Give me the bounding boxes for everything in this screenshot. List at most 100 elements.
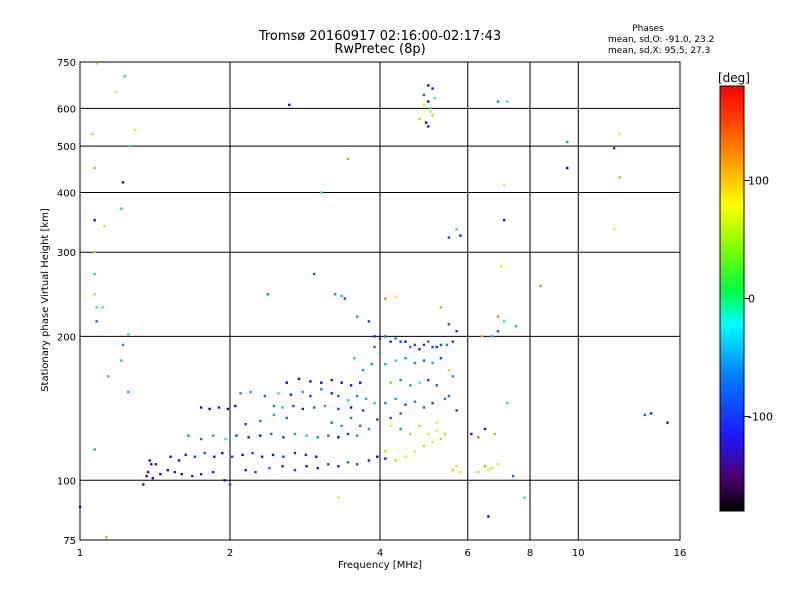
data-point xyxy=(422,359,426,362)
data-point xyxy=(502,320,506,323)
data-point xyxy=(422,406,426,409)
data-point xyxy=(93,251,96,254)
data-point xyxy=(260,455,264,458)
data-point xyxy=(505,100,509,103)
data-point xyxy=(459,470,462,474)
data-point xyxy=(337,496,340,499)
data-point xyxy=(312,272,316,276)
data-point xyxy=(293,432,297,436)
data-point xyxy=(361,368,365,372)
data-point xyxy=(208,407,211,411)
data-point xyxy=(270,432,273,436)
data-point xyxy=(309,394,312,398)
chart-subtitle: RwPretec (8p) xyxy=(334,42,425,57)
chart-title: Tromsø 20160917 02:16:00-02:17:43 xyxy=(258,29,501,44)
data-point xyxy=(483,427,487,431)
data-point xyxy=(427,125,430,128)
y-ticks: 75 100 200 300 400 500 600 750 xyxy=(57,58,76,547)
data-point xyxy=(409,384,412,387)
data-point xyxy=(128,144,132,148)
data-point xyxy=(409,345,412,349)
data-point xyxy=(427,84,430,87)
data-point xyxy=(333,293,337,296)
data-point xyxy=(340,381,343,384)
data-point xyxy=(470,432,473,436)
data-point xyxy=(323,404,327,408)
data-point xyxy=(643,413,647,417)
data-point xyxy=(349,384,353,387)
data-point xyxy=(422,103,426,107)
data-point xyxy=(443,432,447,436)
data-point xyxy=(389,424,392,428)
data-point xyxy=(431,441,434,444)
data-point xyxy=(493,432,497,436)
data-point xyxy=(394,459,397,462)
x-tick-label: 6 xyxy=(465,548,471,559)
data-point xyxy=(445,343,449,347)
data-point xyxy=(285,416,288,420)
data-point xyxy=(565,166,569,170)
data-point xyxy=(316,436,319,439)
data-point xyxy=(120,207,123,210)
data-point xyxy=(487,468,490,472)
data-point xyxy=(327,434,330,437)
data-point xyxy=(367,459,371,462)
data-point xyxy=(451,375,455,378)
data-point xyxy=(612,147,616,150)
data-point xyxy=(224,437,227,441)
data-point xyxy=(315,455,318,458)
data-point xyxy=(304,453,308,457)
data-point xyxy=(404,340,407,343)
data-point xyxy=(114,90,118,93)
data-point xyxy=(384,457,387,460)
data-point xyxy=(235,434,238,437)
data-point xyxy=(343,297,347,300)
data-point xyxy=(337,436,340,439)
x-tick-label: 8 xyxy=(527,548,533,559)
data-point xyxy=(95,62,98,65)
data-point xyxy=(309,380,312,383)
data-point xyxy=(199,437,203,441)
data-point xyxy=(384,335,387,338)
data-point xyxy=(433,96,436,100)
data-point xyxy=(340,294,343,298)
data-point xyxy=(281,406,284,409)
data-point xyxy=(447,323,451,326)
data-point xyxy=(355,315,359,318)
data-point xyxy=(502,219,506,222)
data-point xyxy=(337,394,340,398)
data-point xyxy=(358,424,362,428)
data-point xyxy=(618,132,621,136)
data-point xyxy=(451,340,455,343)
data-point xyxy=(293,451,297,455)
data-point xyxy=(316,466,319,470)
data-point xyxy=(384,401,387,405)
y-tick-label: 300 xyxy=(57,248,76,259)
data-point xyxy=(244,423,247,426)
data-point xyxy=(330,392,333,395)
data-point xyxy=(378,337,382,340)
data-point xyxy=(173,470,177,474)
stats-line-x: mean, sd,X: 95.5, 27.3 xyxy=(608,46,710,56)
data-point xyxy=(435,429,438,432)
data-point xyxy=(496,100,500,103)
data-point xyxy=(376,418,379,421)
data-point xyxy=(367,427,371,431)
x-tick-label: 2 xyxy=(227,548,233,559)
data-point xyxy=(431,87,434,90)
data-point xyxy=(361,409,365,412)
data-point xyxy=(293,468,297,472)
data-point xyxy=(427,378,430,382)
x-ticks: 1 2 4 6 8 10 16 xyxy=(77,548,687,559)
data-point xyxy=(666,421,669,424)
data-point xyxy=(234,404,237,408)
data-point xyxy=(394,359,397,362)
data-point xyxy=(447,236,451,239)
data-point xyxy=(120,359,123,362)
data-point xyxy=(305,434,308,437)
data-point xyxy=(477,470,480,474)
data-point xyxy=(150,463,153,466)
data-point xyxy=(78,505,82,509)
data-point xyxy=(281,465,284,468)
data-point xyxy=(259,419,262,423)
